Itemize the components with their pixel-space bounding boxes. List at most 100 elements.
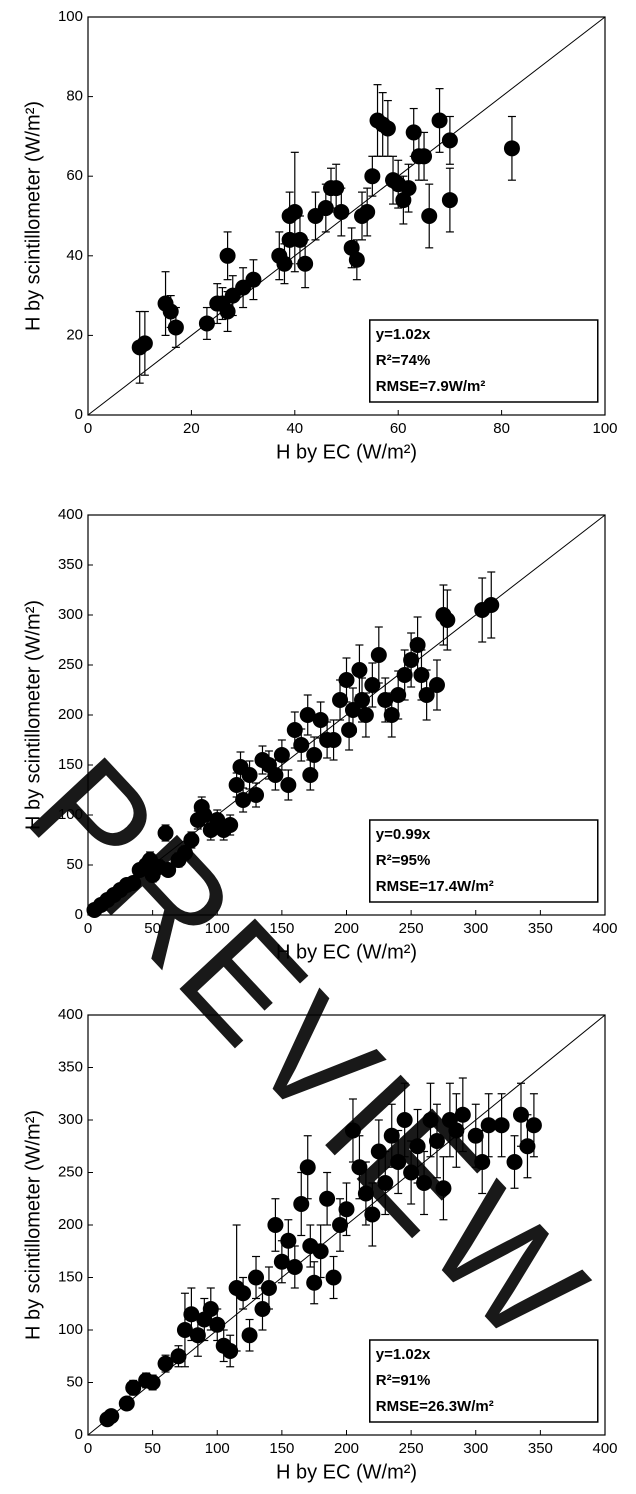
point	[338, 1201, 355, 1218]
y-tick-label: 20	[66, 326, 83, 343]
point	[377, 1175, 394, 1191]
point	[439, 612, 456, 628]
point	[418, 687, 435, 703]
point-group	[332, 1198, 349, 1252]
point	[245, 271, 262, 288]
point-group	[312, 1224, 329, 1279]
point-group	[357, 692, 374, 738]
point	[344, 1122, 361, 1139]
point	[312, 712, 329, 728]
point	[241, 1327, 258, 1344]
point	[416, 148, 433, 165]
point	[196, 807, 213, 823]
point-group	[418, 669, 435, 721]
point	[312, 1243, 329, 1260]
point	[343, 239, 360, 256]
point-group	[176, 1292, 193, 1368]
point	[441, 132, 458, 149]
point	[286, 1259, 303, 1275]
y-tick-label: 400	[58, 1006, 83, 1023]
point	[435, 1180, 452, 1197]
point	[248, 787, 265, 803]
point	[390, 1154, 407, 1170]
point	[293, 1196, 310, 1212]
point	[357, 1185, 374, 1202]
point	[293, 737, 310, 753]
point-group	[364, 662, 381, 708]
y-tick-label: 100	[58, 1321, 83, 1338]
point	[403, 1164, 420, 1181]
point	[338, 672, 355, 688]
point	[160, 862, 177, 878]
point	[183, 832, 200, 848]
point	[341, 722, 358, 738]
point-group	[421, 183, 438, 249]
point	[416, 1175, 433, 1191]
point-group	[280, 769, 297, 801]
annotation: R²=74%	[376, 352, 431, 369]
point-group	[183, 831, 200, 849]
point	[248, 1269, 265, 1286]
x-tick-label: 400	[592, 920, 617, 937]
point	[395, 192, 412, 209]
point-group	[241, 1318, 258, 1352]
point	[525, 1117, 542, 1134]
point	[351, 1159, 368, 1176]
point	[319, 1190, 336, 1207]
point-group	[319, 1171, 336, 1226]
y-tick-label: 200	[58, 1216, 83, 1233]
point-group	[144, 1374, 161, 1391]
point	[396, 1112, 413, 1128]
point	[219, 247, 236, 264]
point	[400, 180, 417, 197]
point	[405, 124, 422, 141]
point	[157, 825, 174, 841]
point	[286, 722, 303, 738]
point	[118, 1395, 135, 1412]
point	[379, 120, 396, 137]
point	[291, 231, 308, 248]
point-group	[454, 1077, 471, 1153]
y-tick-label: 80	[66, 88, 83, 105]
point	[299, 707, 316, 723]
point-group	[428, 1103, 445, 1179]
y-tick-label: 60	[66, 167, 83, 184]
point-group	[222, 814, 239, 836]
annotation: R²=91%	[376, 1372, 431, 1389]
point-group	[196, 804, 213, 826]
point-group	[364, 1182, 381, 1247]
point-group	[379, 99, 396, 157]
point-group	[260, 1266, 277, 1310]
point-group	[219, 231, 236, 281]
annotation: R²=95%	[376, 852, 431, 869]
point-group	[441, 167, 458, 233]
point	[167, 319, 184, 336]
point	[189, 1327, 206, 1344]
point	[176, 845, 193, 861]
y-tick-label: 150	[58, 756, 83, 773]
point	[202, 1301, 219, 1317]
annotation: y=1.02x	[376, 1346, 431, 1363]
point	[325, 732, 342, 748]
y-tick-label: 350	[58, 1058, 83, 1075]
point	[280, 1232, 297, 1249]
point	[431, 112, 448, 129]
x-tick-label: 40	[286, 420, 303, 437]
point-group	[293, 728, 310, 762]
point	[409, 1138, 426, 1155]
point	[364, 1206, 381, 1223]
point	[260, 1280, 277, 1296]
point	[354, 692, 371, 708]
annotation: y=1.02x	[376, 326, 431, 343]
point	[467, 1127, 484, 1144]
x-tick-label: 100	[592, 420, 617, 437]
point	[267, 1217, 284, 1233]
point-group	[428, 659, 445, 711]
point-group	[273, 1240, 290, 1284]
x-tick-label: 350	[528, 920, 553, 937]
y-axis-label: H by scintillometer (W/m²)	[22, 1110, 44, 1340]
point-group	[157, 824, 174, 842]
point-group	[400, 163, 417, 213]
point-group	[306, 736, 323, 774]
